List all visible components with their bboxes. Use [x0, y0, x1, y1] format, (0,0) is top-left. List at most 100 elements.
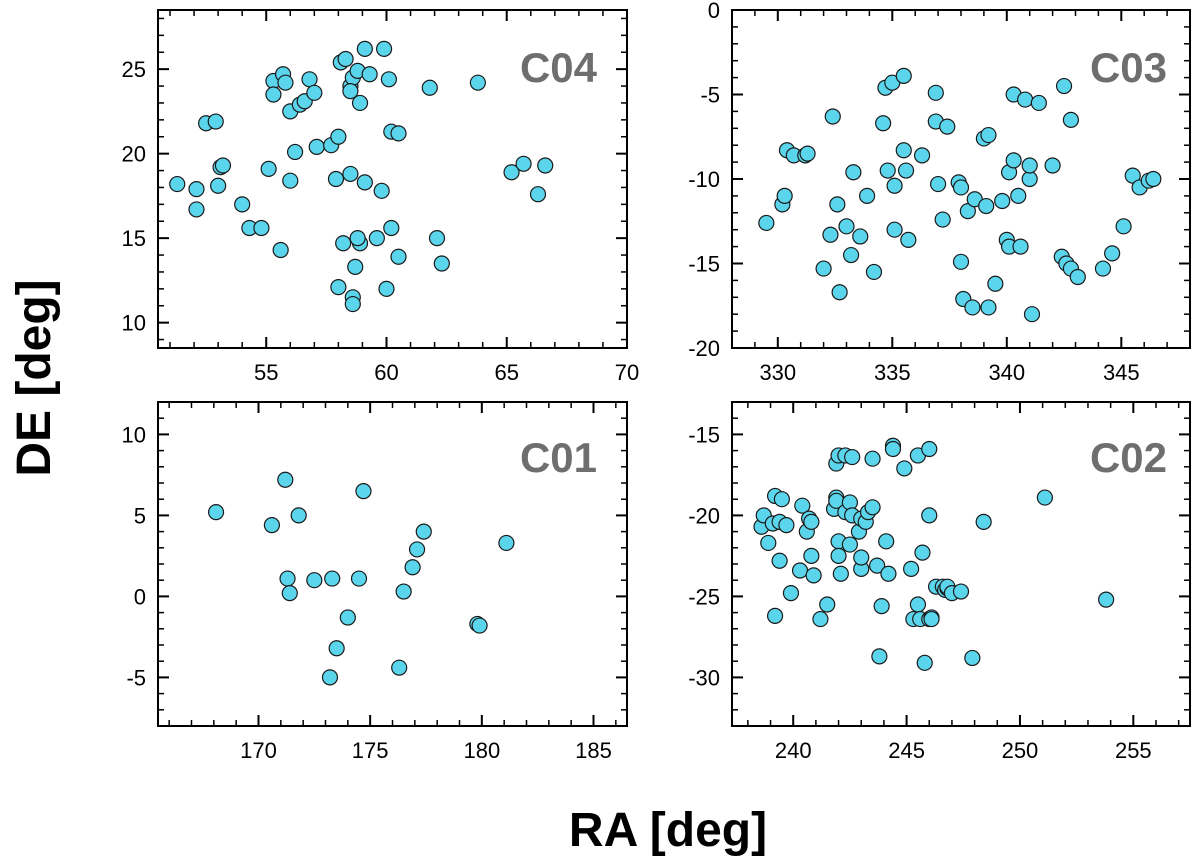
- data-point: [328, 640, 345, 657]
- data-point: [897, 162, 915, 179]
- data-point: [844, 448, 861, 466]
- panel-label-c04: C04: [520, 44, 598, 91]
- data-point: [923, 610, 940, 628]
- panel-c04: 55 60 65 70 10 15 20 25 C04: [122, 9, 639, 385]
- data-point: [253, 219, 270, 237]
- data-point: [349, 230, 366, 247]
- data-point: [188, 201, 205, 218]
- data-point: [903, 560, 920, 577]
- data-point: [306, 572, 323, 589]
- data-point: [515, 155, 532, 172]
- y-tick-label: -30: [688, 665, 720, 690]
- y-axis-title: DE [deg]: [8, 279, 61, 476]
- data-point: [503, 164, 520, 181]
- data-point: [939, 118, 956, 135]
- data-point: [952, 179, 970, 196]
- data-point: [210, 177, 227, 194]
- data-point: [812, 610, 829, 628]
- data-point: [383, 219, 400, 237]
- data-point: [355, 483, 372, 500]
- data-point: [415, 523, 432, 540]
- data-point: [469, 74, 486, 91]
- panel-label-c03: C03: [1090, 44, 1167, 91]
- data-point: [286, 143, 304, 161]
- data-point: [335, 235, 352, 252]
- data-point: [830, 547, 847, 565]
- x-tick-label: 330: [759, 360, 796, 385]
- data-point: [339, 609, 356, 626]
- data-point: [952, 583, 970, 600]
- data-point: [263, 517, 280, 534]
- data-point: [778, 517, 795, 534]
- data-point: [964, 649, 981, 667]
- data-point: [373, 182, 390, 199]
- data-point: [1044, 157, 1061, 174]
- data-point: [282, 172, 299, 189]
- data-point: [378, 280, 395, 297]
- x-tick-label: 240: [775, 738, 812, 763]
- data-point: [978, 197, 995, 215]
- data-point: [805, 567, 822, 584]
- x-tick-label: 55: [254, 360, 278, 385]
- data-point: [895, 142, 912, 159]
- data-point: [1021, 170, 1038, 188]
- data-point: [822, 226, 839, 243]
- data-point: [975, 513, 992, 530]
- data-point: [838, 218, 855, 235]
- panel-label-c02: C02: [1090, 434, 1167, 481]
- plot-frame-c04: [157, 9, 628, 349]
- data-point: [330, 128, 347, 145]
- data-point: [1055, 77, 1073, 95]
- data-point: [529, 186, 547, 203]
- data-point: [880, 565, 897, 582]
- data-point: [350, 570, 368, 587]
- panel-c02: 240 245 250 255 -15 -20 -25 -30 C02: [688, 401, 1191, 763]
- y-tick-label: 0: [134, 584, 146, 609]
- data-point: [1069, 268, 1086, 286]
- data-point: [234, 196, 251, 213]
- data-point: [428, 230, 446, 247]
- data-point: [959, 203, 976, 220]
- data-point: [290, 507, 307, 524]
- data-point: [909, 596, 927, 613]
- data-point: [1010, 187, 1027, 204]
- y-tick-label: 10: [122, 311, 146, 336]
- y-tick-label: -25: [688, 584, 720, 609]
- data-point: [1005, 152, 1022, 169]
- data-point: [356, 174, 373, 191]
- data-point: [865, 263, 883, 281]
- data-point: [188, 181, 205, 198]
- data-point: [895, 67, 912, 85]
- data-point: [421, 79, 438, 96]
- data-point: [864, 450, 881, 467]
- x-axis-title: RA [deg]: [569, 804, 767, 857]
- data-point: [380, 71, 397, 88]
- data-point: [207, 504, 225, 521]
- data-point: [803, 513, 820, 530]
- x-tick-label: 345: [1103, 360, 1140, 385]
- data-point: [260, 160, 277, 177]
- data-point: [391, 659, 408, 676]
- data-point: [886, 221, 903, 238]
- panel-label-c01: C01: [520, 434, 597, 481]
- data-point: [794, 497, 811, 514]
- x-tick-label: 255: [1115, 738, 1152, 763]
- data-point: [265, 86, 282, 103]
- x-tick-label: 250: [1002, 738, 1039, 763]
- x-tick-label: 340: [988, 360, 1025, 385]
- data-point: [886, 177, 903, 194]
- data-point: [916, 654, 933, 671]
- y-tick-label: 0: [708, 0, 720, 23]
- data-point: [1094, 260, 1112, 277]
- data-point: [900, 231, 917, 248]
- x-tick-label: 185: [575, 738, 612, 763]
- data-point: [871, 648, 888, 665]
- y-tick-label: -5: [700, 83, 720, 108]
- y-tick-label: -20: [688, 336, 720, 361]
- data-point: [1062, 111, 1080, 128]
- data-point: [934, 211, 951, 228]
- y-tick-label: 10: [122, 422, 146, 447]
- x-tick-label: 245: [888, 738, 925, 763]
- data-point: [852, 228, 869, 245]
